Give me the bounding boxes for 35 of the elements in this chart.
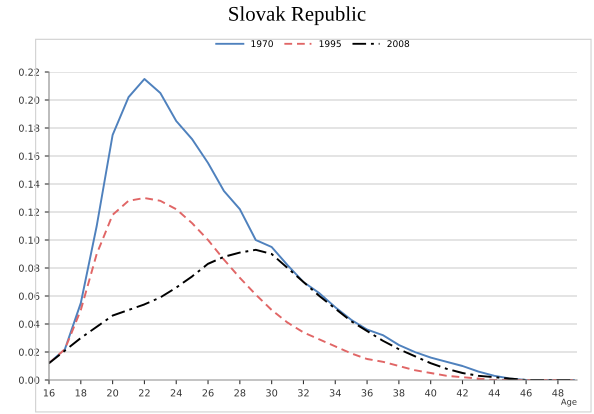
y-tick-label: 0.22 [18, 68, 39, 76]
x-tick-label: 18 [76, 389, 86, 397]
legend-label: 1970 [252, 40, 273, 48]
x-tick-label: 44 [488, 389, 500, 396]
x-tick-label: 48 [552, 389, 564, 397]
y-tick-label: 0.14 [18, 180, 40, 188]
x-tick-label: 22 [138, 389, 150, 396]
x-tick-label: 30 [266, 389, 278, 397]
x-tick-label: 34 [330, 389, 341, 397]
y-tick-label: 0.20 [18, 96, 40, 104]
y-tick-label: 0.00 [18, 376, 40, 384]
y-tick-label: 0.04 [18, 320, 40, 328]
x-tick-label: 46 [520, 389, 532, 397]
y-tick-label: 0.18 [18, 124, 40, 132]
x-tick-label: 40 [424, 389, 436, 397]
y-tick-label: 0.16 [18, 152, 40, 160]
chart-title: Slovak Republic [229, 6, 366, 26]
x-tick-label: 16 [44, 389, 55, 397]
x-tick-label: 42 [456, 389, 468, 396]
y-tick-label: 0.02 [18, 348, 39, 356]
y-tick-label: 0.10 [18, 236, 40, 244]
x-tick-label: 24 [170, 389, 182, 396]
x-tick-label: 26 [202, 389, 214, 397]
legend-label: 1995 [320, 40, 341, 48]
x-tick-label: 36 [362, 389, 373, 397]
y-tick-label: 0.08 [18, 264, 40, 272]
x-tick-label: 38 [393, 389, 404, 397]
x-tick-label: 32 [298, 389, 309, 397]
y-tick-label: 0.12 [18, 208, 39, 216]
x-axis-title: Age [560, 398, 577, 406]
x-tick-label: 20 [107, 389, 118, 397]
y-tick-label: 0.06 [18, 292, 40, 300]
x-tick-label: 28 [234, 389, 246, 397]
legend-label: 2008 [387, 40, 410, 48]
line-series [49, 197, 575, 380]
